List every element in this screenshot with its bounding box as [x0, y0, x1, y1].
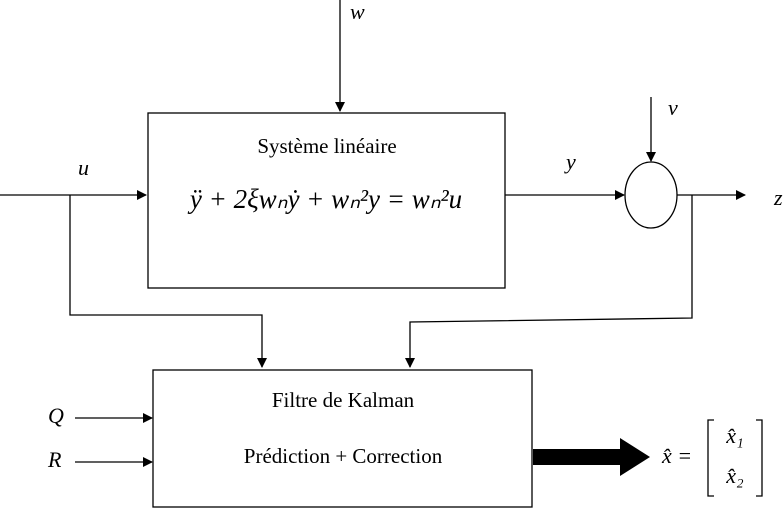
filter-box: [152, 369, 533, 508]
output-x1: x̂₁: [725, 423, 743, 448]
label-z: z: [773, 185, 783, 210]
output-arrow: [533, 438, 650, 476]
bracket-left: [707, 419, 714, 497]
output-lhs: x̂ =: [661, 443, 692, 468]
output-x2: x̂₂: [725, 463, 744, 488]
label-w: w: [350, 0, 365, 24]
sum-node: [624, 161, 678, 229]
label-v: v: [668, 95, 678, 120]
branch-u: [69, 195, 267, 368]
system-equation: ÿ + 2ξwₙẏ + wₙ²y = wₙ²u: [187, 184, 462, 214]
label-u: u: [78, 155, 89, 180]
branch-z: [405, 195, 693, 368]
label-q: Q: [48, 403, 64, 428]
label-r: R: [47, 447, 62, 472]
filter-title: Filtre de Kalman: [272, 388, 415, 412]
system-title: Système linéaire: [257, 134, 396, 158]
label-y: y: [564, 149, 576, 174]
filter-subtitle: Prédiction + Correction: [244, 444, 443, 468]
system-box: [147, 112, 506, 289]
bracket-right: [756, 419, 763, 497]
